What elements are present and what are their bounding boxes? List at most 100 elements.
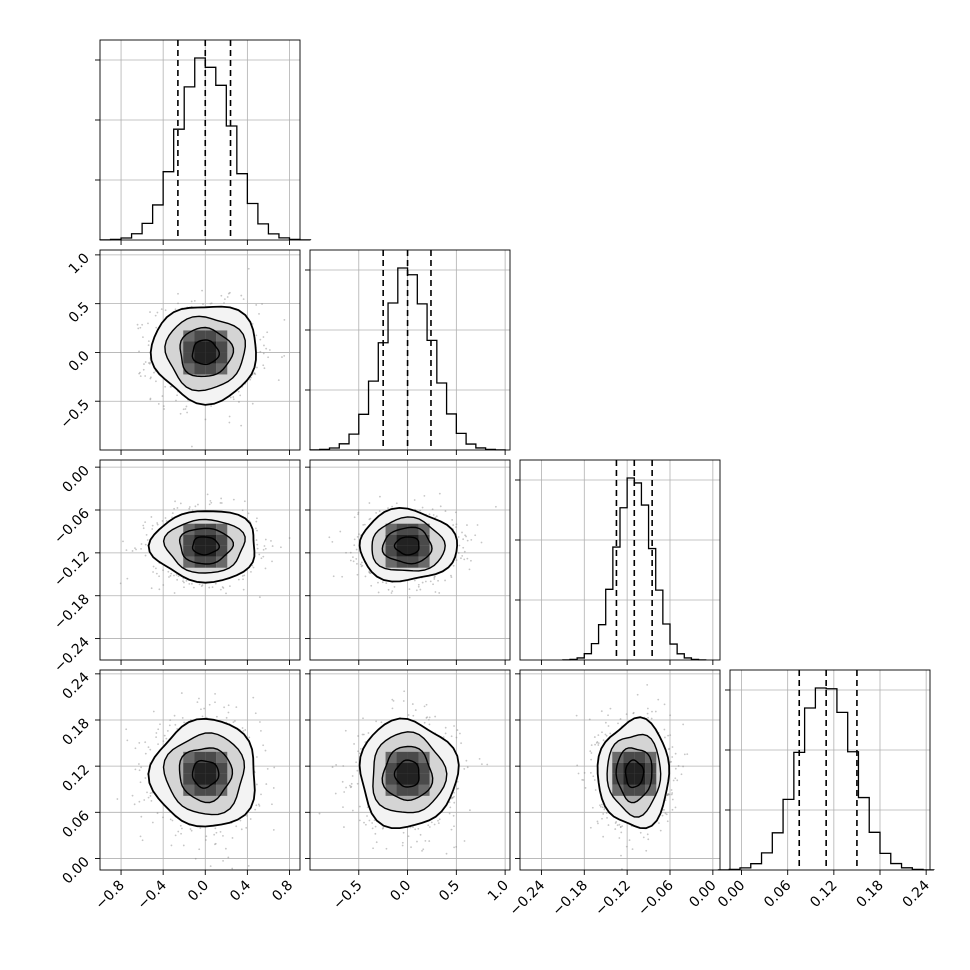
scatter-point: [632, 711, 635, 714]
scatter-point: [222, 860, 224, 862]
scatter-point: [602, 835, 605, 838]
scatter-point: [261, 303, 263, 305]
scatter-point: [164, 385, 167, 388]
scatter-point: [173, 507, 176, 510]
scatter-point: [609, 732, 612, 735]
scatter-point: [174, 834, 177, 837]
scatter-point: [272, 829, 275, 831]
scatter-point: [605, 734, 608, 737]
y-tick-label: 0.00: [59, 463, 92, 496]
scatter-point: [175, 573, 178, 576]
scatter-point: [392, 699, 395, 702]
scatter-point: [407, 714, 410, 716]
contour-line: [149, 305, 257, 406]
scatter-point: [370, 584, 373, 587]
density-cell: [205, 773, 217, 785]
scatter-point: [168, 724, 171, 727]
scatter-point: [377, 591, 380, 594]
scatter-point: [194, 857, 197, 860]
scatter-point: [620, 854, 622, 857]
density-cell: [623, 773, 635, 785]
density-cell: [205, 751, 217, 763]
scatter-point: [135, 548, 137, 551]
x-tick-label: −0.24: [507, 877, 549, 919]
scatter-point: [362, 733, 365, 736]
density-cell: [385, 784, 397, 796]
scatter-point: [349, 551, 352, 554]
contour-line: [358, 717, 460, 829]
density-cell: [216, 363, 228, 375]
scatter-point: [375, 512, 378, 514]
scatter-point: [162, 584, 165, 586]
scatter-point: [435, 515, 438, 518]
scatter-point: [264, 567, 267, 570]
density-cell: [418, 784, 430, 796]
x-tick-label: 0.06: [761, 877, 794, 910]
scatter-point: [144, 375, 147, 377]
x-tick-label: 0.00: [686, 878, 719, 911]
scatter-point: [253, 372, 256, 375]
scatter-point: [368, 819, 371, 822]
density-cell: [407, 545, 419, 557]
scatter-point: [255, 520, 258, 523]
scatter-point: [134, 547, 136, 550]
scatter-point: [183, 721, 186, 724]
scatter-point: [349, 786, 352, 789]
scatter-point: [176, 507, 179, 509]
scatter-point: [181, 717, 184, 719]
x-tick-label: −0.5: [330, 878, 365, 913]
scatter-point: [686, 753, 689, 755]
scatter-point: [155, 380, 157, 383]
scatter-point: [417, 827, 420, 830]
scatter-point: [258, 805, 261, 807]
scatter-point: [636, 693, 639, 696]
scatter-point: [457, 552, 460, 554]
scatter-point: [456, 787, 459, 790]
scatter-point: [268, 349, 271, 351]
scatter-point: [189, 828, 192, 830]
contour-line: [164, 315, 247, 392]
scatter-point: [232, 498, 235, 501]
scatter-point: [414, 709, 417, 711]
scatter-point: [214, 692, 216, 695]
scatter-point: [201, 289, 203, 292]
density-cell: [205, 784, 217, 796]
scatter-point: [331, 541, 334, 543]
scatter-point: [250, 570, 252, 573]
scatter-point: [355, 548, 358, 551]
scatter-point: [219, 588, 222, 591]
scatter-point: [264, 538, 267, 541]
density-cell: [418, 773, 430, 785]
scatter-point: [264, 749, 267, 752]
scatter-point: [197, 503, 199, 506]
scatter-point: [609, 707, 612, 710]
scatter-point: [661, 814, 664, 817]
density-cell: [183, 762, 195, 774]
scatter-point: [237, 390, 240, 393]
scatter-point: [140, 815, 143, 818]
scatter-point: [174, 308, 177, 311]
scatter-point: [164, 517, 167, 519]
scatter-point: [142, 527, 145, 530]
density-cell: [183, 534, 195, 546]
scatter-point: [263, 545, 266, 547]
scatter-point: [237, 578, 240, 581]
scatter-point: [453, 795, 455, 798]
scatter-point: [183, 586, 185, 589]
scatter-point: [144, 361, 147, 363]
scatter-point: [409, 826, 412, 829]
histogram-panel-1: [305, 249, 511, 455]
scatter-point: [375, 841, 378, 844]
scatter-point: [204, 418, 207, 421]
scatter-point: [241, 727, 244, 729]
scatter-point: [576, 764, 579, 767]
density-cell: [418, 523, 430, 535]
scatter-point: [231, 867, 234, 870]
scatter-point: [176, 394, 178, 397]
scatter-point: [262, 555, 265, 558]
scatter-point: [581, 778, 584, 781]
density-cell: [612, 784, 624, 796]
scatter-point: [575, 714, 578, 717]
density-cell: [216, 556, 228, 568]
scatter-point: [257, 803, 260, 806]
